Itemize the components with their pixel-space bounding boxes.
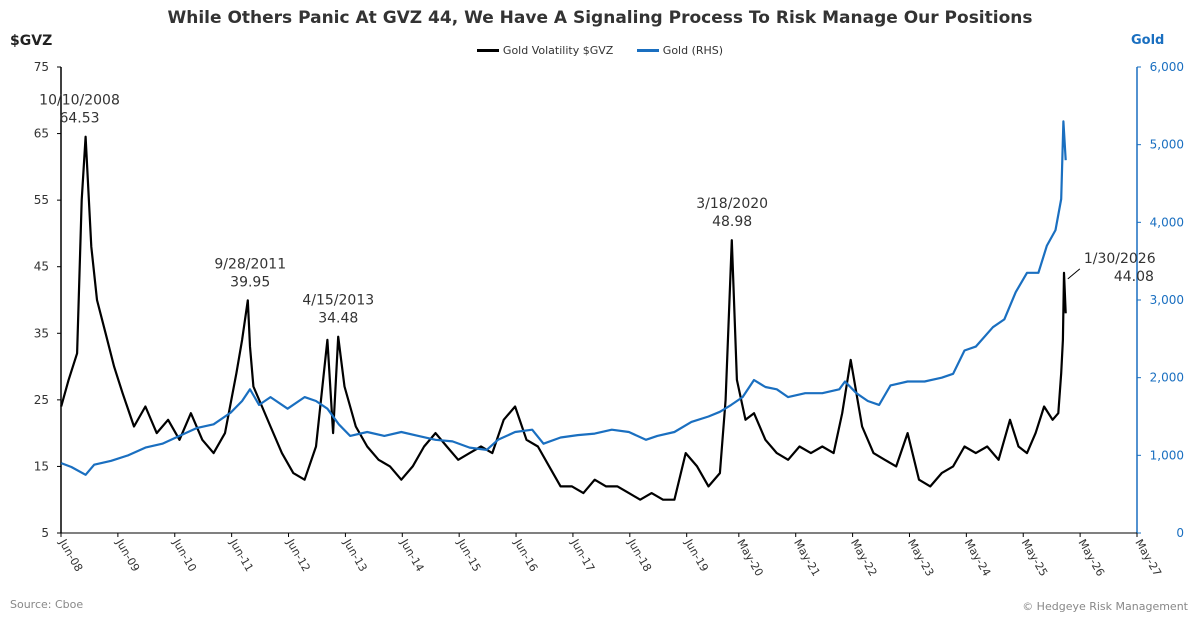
x-tick-label: May-27 [1132,537,1164,579]
annotation-date: 3/18/2020 [696,196,768,212]
copyright-note: © Hedgeye Risk Management [1022,600,1188,613]
annotation-date: 9/28/2011 [214,256,286,272]
legend: Gold Volatility $GVZ Gold (RHS) [0,42,1200,57]
legend-swatch-gold [636,49,659,52]
x-tick-label: Jun-10 [170,536,199,574]
right-tick-label: 6,000 [1150,60,1184,74]
x-tick-label: May-25 [1019,537,1051,579]
chart-title: While Others Panic At GVZ 44, We Have A … [167,8,1033,28]
legend-label-gvz: Gold Volatility $GVZ [502,44,614,57]
x-tick-label: Jun-18 [625,536,654,574]
left-tick-label: 25 [34,393,49,407]
annotation-value: 44.08 [1114,269,1154,285]
left-tick-label: 35 [34,326,49,340]
left-axis-label: $GVZ [10,33,53,49]
left-tick-label: 65 [34,127,49,141]
x-tick-label: May-26 [1076,537,1108,579]
gvz-series-line [60,135,1067,501]
annotation-value: 48.98 [712,214,752,230]
right-tick-label: 3,000 [1150,293,1184,307]
right-axis-label: Gold [1131,33,1165,48]
x-tick-label: Jun-11 [227,536,256,574]
x-tick-label: Jun-12 [283,536,312,574]
gold-series-line [60,120,1067,476]
annotation-value: 39.95 [230,274,270,290]
left-tick-label: 75 [34,60,49,74]
annotation-leader [1067,268,1081,280]
right-tick-label: 5,000 [1150,138,1184,152]
left-tick-label: 45 [34,260,49,274]
annotation-date: 4/15/2013 [302,293,374,309]
x-tick-label: Jun-19 [682,536,711,574]
right-tick-label: 2,000 [1150,371,1184,385]
x-tick-label: Jun-14 [397,536,426,574]
x-tick-label: May-21 [791,537,823,579]
legend-swatch-gvz [476,49,499,52]
left-tick-label: 5 [41,526,49,540]
x-tick-label: May-24 [962,537,994,579]
x-tick-label: Jun-08 [56,536,85,574]
annotation-value: 34.48 [318,311,358,327]
x-tick-label: May-23 [905,537,937,579]
annotation-value: 64.53 [59,111,99,127]
right-tick-label: 1,000 [1150,448,1184,462]
legend-item-gold: Gold (RHS) [636,44,724,57]
x-tick-label: Jun-17 [568,536,597,574]
source-note: Source: Cboe [10,598,84,611]
legend-item-gvz: Gold Volatility $GVZ [476,44,614,57]
x-tick-label: May-22 [848,537,880,579]
x-tick-label: Jun-09 [113,536,142,574]
left-tick-label: 55 [34,193,49,207]
x-tick-label: Jun-15 [454,536,483,574]
x-tick-label: Jun-13 [340,536,369,574]
x-tick-label: May-20 [734,537,766,579]
right-tick-label: 0 [1176,526,1184,540]
annotation-date: 10/10/2008 [39,93,120,109]
annotation-date: 1/30/2026 [1084,251,1156,267]
right-tick-label: 4,000 [1150,215,1184,229]
left-tick-label: 15 [34,459,49,473]
x-tick-label: Jun-16 [511,536,540,574]
legend-label-gold: Gold (RHS) [662,44,724,57]
